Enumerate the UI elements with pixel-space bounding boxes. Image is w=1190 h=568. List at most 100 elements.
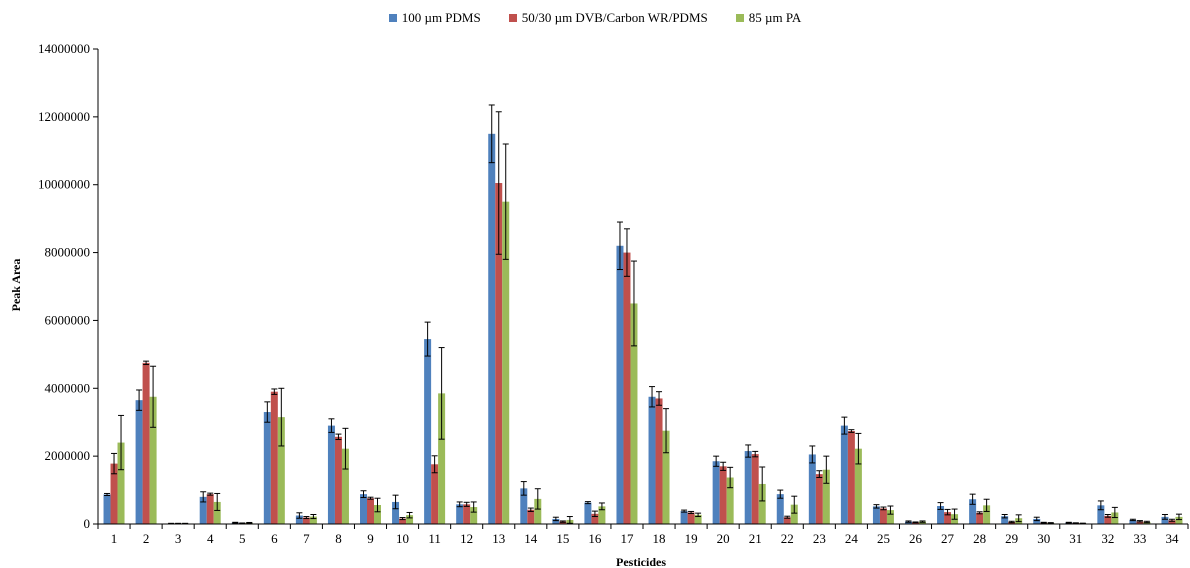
error-bar	[264, 401, 271, 423]
error-bar	[695, 512, 702, 518]
error-bar	[784, 515, 791, 519]
bar	[263, 412, 271, 524]
error-bar	[809, 445, 816, 464]
error-bar	[360, 490, 367, 499]
x-tick-label: 27	[941, 531, 955, 546]
error-bar	[520, 481, 527, 496]
x-tick-label: 28	[973, 531, 986, 546]
bar	[662, 430, 670, 524]
error-bar	[944, 508, 951, 516]
y-axis-label: Peak Area	[9, 259, 23, 312]
y-tick-label: 10000000	[38, 177, 90, 192]
bar	[584, 502, 592, 524]
x-tick-label: 20	[717, 531, 730, 546]
error-bar	[1015, 514, 1022, 523]
legend-swatch-pa	[735, 14, 744, 22]
error-bar	[855, 432, 862, 465]
error-bar	[816, 470, 823, 479]
y-tick-label: 4000000	[45, 380, 91, 395]
bar	[367, 498, 374, 524]
x-tick-label: 3	[175, 531, 182, 546]
x-tick-label: 7	[303, 531, 310, 546]
x-tick-label: 4	[207, 531, 214, 546]
x-tick-label: 15	[556, 531, 569, 546]
bar	[886, 510, 894, 524]
bars	[103, 133, 1183, 525]
error-bar	[1104, 514, 1111, 518]
error-bar	[527, 507, 534, 512]
bar	[502, 201, 510, 524]
error-bar	[399, 517, 406, 521]
error-bar	[983, 498, 990, 512]
x-tick-label: 30	[1037, 531, 1050, 546]
error-bar	[463, 501, 470, 507]
bar	[277, 417, 285, 524]
error-bar	[1008, 520, 1015, 524]
error-bar	[424, 321, 431, 357]
legend-item-pdms: 100 µm PDMS	[388, 10, 481, 26]
bar	[206, 494, 214, 524]
bar	[110, 463, 118, 524]
x-tick-label: 19	[685, 531, 698, 546]
bar	[135, 400, 143, 524]
error-bar	[271, 388, 278, 395]
bar	[905, 521, 912, 524]
x-tick-label: 16	[588, 531, 602, 546]
error-bar	[759, 466, 766, 502]
bar	[937, 506, 945, 524]
legend-swatch-pdms	[388, 14, 397, 22]
x-tick-label: 25	[877, 531, 890, 546]
bar	[872, 506, 880, 524]
x-tick-label: 11	[428, 531, 441, 546]
bar	[463, 504, 471, 524]
error-bar	[1129, 518, 1136, 522]
error-bar	[296, 512, 303, 519]
legend-item-pa: 85 µm PA	[735, 10, 802, 26]
legend-label-dvb-carbon: 50/30 µm DVB/Carbon WR/PDMS	[521, 10, 708, 25]
bar	[559, 521, 567, 524]
bar	[815, 474, 823, 524]
bar	[1168, 520, 1176, 524]
error-bar	[937, 502, 944, 510]
bar	[1097, 505, 1105, 524]
error-bar	[1040, 521, 1047, 524]
bar	[983, 505, 991, 524]
bar	[969, 499, 977, 524]
bar	[470, 507, 478, 524]
bar	[919, 521, 926, 524]
error-bar	[470, 501, 477, 513]
bar	[392, 501, 400, 524]
legend-label-pa: 85 µm PA	[748, 10, 802, 25]
y-tick-label: 2000000	[45, 448, 91, 463]
bar	[374, 505, 381, 524]
error-bar	[1175, 513, 1182, 521]
bar	[1136, 521, 1144, 524]
bar	[495, 183, 503, 524]
x-tick-label: 34	[1165, 531, 1179, 546]
bar	[751, 454, 759, 524]
error-bar	[200, 491, 207, 503]
error-bar	[681, 509, 688, 513]
error-bar	[392, 494, 399, 510]
error-bar	[406, 511, 413, 519]
error-bar	[246, 521, 253, 524]
error-bar	[310, 514, 317, 520]
error-bar	[1161, 514, 1168, 520]
error-bar	[745, 444, 752, 458]
error-bar	[720, 461, 727, 471]
bar	[712, 461, 720, 524]
error-bar	[1033, 516, 1040, 522]
error-bar	[566, 516, 573, 524]
error-bar	[873, 504, 880, 509]
error-bar	[335, 433, 342, 441]
bar	[1111, 512, 1119, 524]
bar	[488, 133, 496, 525]
bar	[808, 454, 816, 524]
error-bar	[777, 489, 784, 499]
error-bar	[111, 452, 118, 475]
x-tick-label: 6	[271, 531, 278, 546]
x-tick-label: 32	[1101, 531, 1114, 546]
error-bar	[1143, 520, 1150, 524]
